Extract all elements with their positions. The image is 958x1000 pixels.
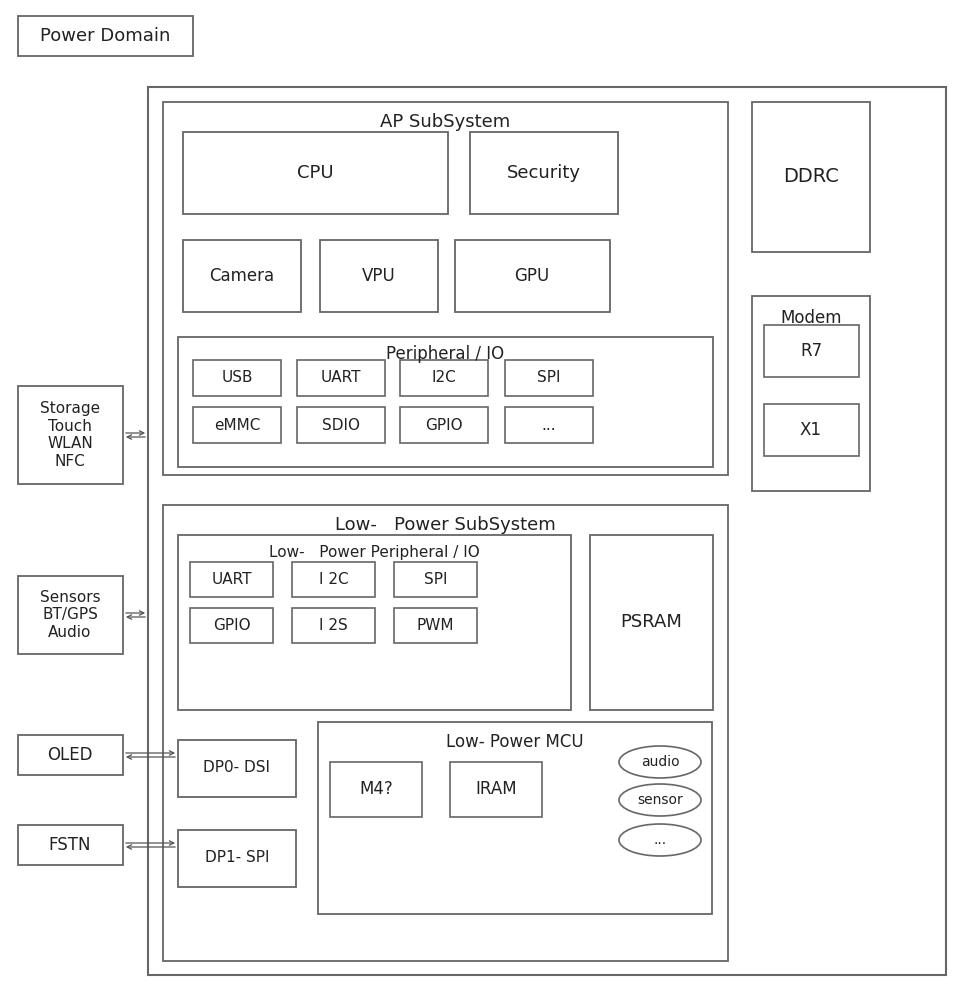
Text: Storage
Touch
WLAN
NFC: Storage Touch WLAN NFC <box>40 401 100 469</box>
Bar <box>18 735 123 775</box>
Bar <box>163 102 728 475</box>
Bar <box>183 132 448 214</box>
Bar <box>752 296 870 491</box>
Bar <box>18 386 123 484</box>
Text: X1: X1 <box>800 421 822 439</box>
Text: GPIO: GPIO <box>213 618 250 633</box>
Text: GPU: GPU <box>514 267 550 285</box>
Bar <box>190 562 273 597</box>
Bar <box>297 360 385 396</box>
Bar <box>297 407 385 443</box>
Bar <box>193 407 281 443</box>
Text: Sensors
BT/GPS
Audio: Sensors BT/GPS Audio <box>39 590 101 640</box>
Bar <box>400 360 488 396</box>
Text: SPI: SPI <box>423 572 447 587</box>
Text: Camera: Camera <box>210 267 275 285</box>
Text: AP SubSystem: AP SubSystem <box>380 113 511 131</box>
Text: Modem: Modem <box>780 309 842 327</box>
Bar <box>163 505 728 961</box>
Text: R7: R7 <box>800 342 822 360</box>
Bar <box>394 562 477 597</box>
Bar <box>178 740 296 797</box>
Text: Low- Power MCU: Low- Power MCU <box>446 733 583 751</box>
Text: I 2C: I 2C <box>319 572 349 587</box>
Bar <box>455 240 610 312</box>
Text: M4?: M4? <box>359 780 393 798</box>
Text: ...: ... <box>653 833 667 847</box>
Bar <box>292 562 375 597</box>
Text: FSTN: FSTN <box>49 836 91 854</box>
Text: DDRC: DDRC <box>783 167 839 186</box>
Bar <box>320 240 438 312</box>
Bar <box>752 102 870 252</box>
Text: PWM: PWM <box>417 618 454 633</box>
Bar <box>764 325 859 377</box>
Text: Peripheral / IO: Peripheral / IO <box>386 345 505 363</box>
Bar <box>18 825 123 865</box>
Text: UART: UART <box>212 572 252 587</box>
Bar <box>470 132 618 214</box>
Bar <box>18 16 193 56</box>
Bar <box>505 407 593 443</box>
Text: IRAM: IRAM <box>475 780 516 798</box>
Text: UART: UART <box>321 370 361 385</box>
Bar <box>292 608 375 643</box>
Bar <box>178 830 296 887</box>
Bar <box>400 407 488 443</box>
Bar <box>590 535 713 710</box>
Text: OLED: OLED <box>47 746 93 764</box>
Bar <box>190 608 273 643</box>
Bar <box>764 404 859 456</box>
Bar <box>178 337 713 467</box>
Text: audio: audio <box>641 755 679 769</box>
Text: ...: ... <box>541 418 557 432</box>
Bar <box>18 576 123 654</box>
Text: eMMC: eMMC <box>214 418 261 432</box>
Ellipse shape <box>619 824 701 856</box>
Text: sensor: sensor <box>637 793 683 807</box>
Text: CPU: CPU <box>297 164 333 182</box>
Ellipse shape <box>619 746 701 778</box>
Bar <box>193 360 281 396</box>
Text: GPIO: GPIO <box>425 418 463 432</box>
Text: Power Domain: Power Domain <box>40 27 171 45</box>
Text: DP1- SPI: DP1- SPI <box>205 850 269 865</box>
Text: Low-   Power Peripheral / IO: Low- Power Peripheral / IO <box>269 544 480 560</box>
Bar <box>178 535 571 710</box>
Bar <box>450 762 542 817</box>
Text: VPU: VPU <box>362 267 396 285</box>
Text: SDIO: SDIO <box>322 418 360 432</box>
Text: SPI: SPI <box>537 370 560 385</box>
Text: DP0- DSI: DP0- DSI <box>203 760 270 776</box>
Bar <box>330 762 422 817</box>
Text: PSRAM: PSRAM <box>620 613 682 631</box>
Ellipse shape <box>619 784 701 816</box>
Text: USB: USB <box>221 370 253 385</box>
Bar <box>148 87 946 975</box>
Bar <box>183 240 301 312</box>
Bar <box>318 722 712 914</box>
Text: Low-   Power SubSystem: Low- Power SubSystem <box>335 516 556 534</box>
Bar <box>505 360 593 396</box>
Text: I 2S: I 2S <box>319 618 348 633</box>
Text: Security: Security <box>507 164 581 182</box>
Text: I2C: I2C <box>432 370 456 385</box>
Bar <box>394 608 477 643</box>
